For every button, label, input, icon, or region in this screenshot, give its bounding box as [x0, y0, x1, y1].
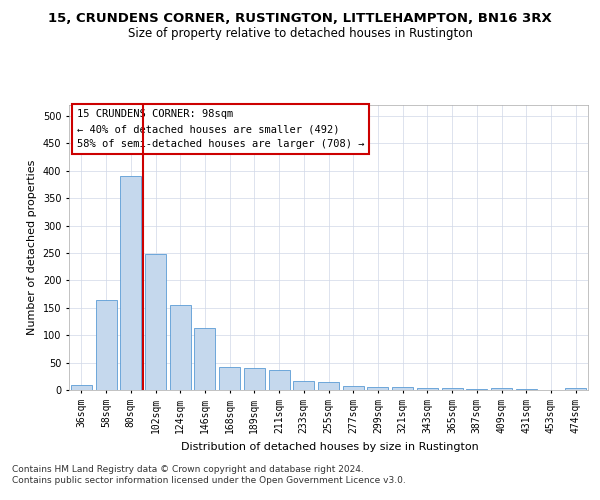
Bar [442, 388, 463, 390]
Bar [194, 328, 215, 390]
Bar [219, 367, 240, 390]
Bar [170, 305, 191, 390]
Bar [120, 176, 141, 390]
Bar [318, 382, 339, 390]
Bar [71, 384, 92, 390]
Text: 15, CRUNDENS CORNER, RUSTINGTON, LITTLEHAMPTON, BN16 3RX: 15, CRUNDENS CORNER, RUSTINGTON, LITTLEH… [48, 12, 552, 26]
Text: Contains HM Land Registry data © Crown copyright and database right 2024.: Contains HM Land Registry data © Crown c… [12, 465, 364, 474]
Bar [95, 300, 116, 390]
Y-axis label: Number of detached properties: Number of detached properties [27, 160, 37, 335]
Bar [293, 380, 314, 390]
Bar [392, 388, 413, 390]
Bar [565, 388, 586, 390]
Bar [244, 368, 265, 390]
Bar [417, 388, 438, 390]
Bar [269, 370, 290, 390]
Text: Distribution of detached houses by size in Rustington: Distribution of detached houses by size … [181, 442, 479, 452]
Text: 15 CRUNDENS CORNER: 98sqm
← 40% of detached houses are smaller (492)
58% of semi: 15 CRUNDENS CORNER: 98sqm ← 40% of detac… [77, 110, 364, 149]
Bar [145, 254, 166, 390]
Bar [491, 388, 512, 390]
Bar [343, 386, 364, 390]
Text: Size of property relative to detached houses in Rustington: Size of property relative to detached ho… [128, 28, 472, 40]
Bar [367, 386, 388, 390]
Text: Contains public sector information licensed under the Open Government Licence v3: Contains public sector information licen… [12, 476, 406, 485]
